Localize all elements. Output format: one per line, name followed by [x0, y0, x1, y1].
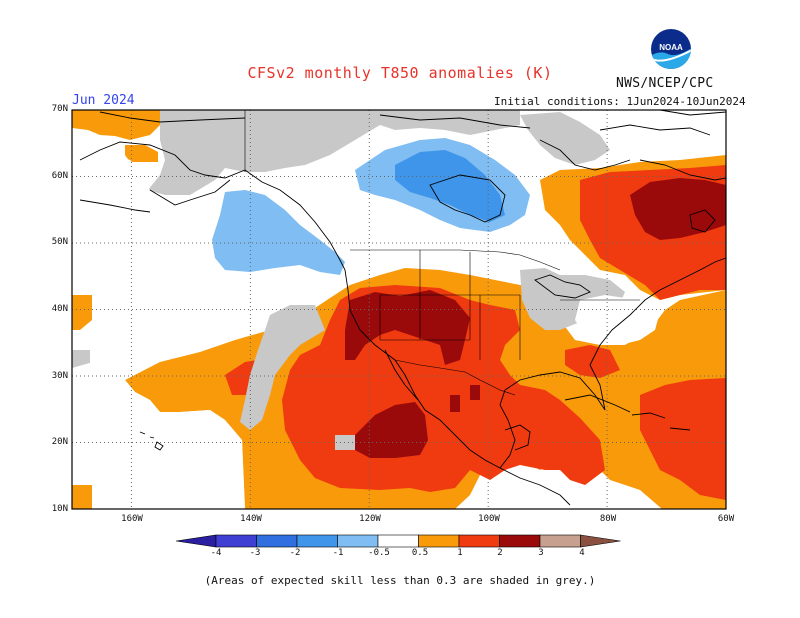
lon-label-160w: 160W	[121, 514, 143, 524]
anomaly-neg1-neg2	[395, 150, 505, 222]
map-frame	[71, 109, 727, 510]
colorbar-label: 2	[497, 548, 503, 558]
colorbar-label: 1	[457, 548, 463, 558]
lon-label-140w: 140W	[240, 514, 262, 524]
lon-label-100w: 100W	[478, 514, 500, 524]
coastlines	[79, 109, 727, 506]
lat-label-40n: 40N	[51, 304, 68, 314]
footnote: (Areas of expected skill less than 0.3 a…	[204, 574, 596, 587]
colorbar-label: 0.5	[411, 548, 429, 558]
lon-label-60w: 60W	[717, 514, 735, 524]
graticule	[72, 110, 726, 509]
colorbar-label: -1	[332, 548, 344, 558]
colorbar-label: -4	[210, 548, 222, 558]
lon-label-80w: 80W	[599, 514, 617, 524]
colorbar-label: -0.5	[368, 548, 390, 558]
map-title: CFSv2 monthly T850 anomalies (K)	[247, 64, 553, 82]
forecast-month: Jun 2024	[72, 93, 135, 108]
colorbar-label: -2	[289, 548, 301, 558]
colorbar-label: 3	[538, 548, 544, 558]
lat-label-60n: 60N	[51, 171, 68, 181]
colorbar-label: -3	[249, 548, 261, 558]
near-zero-white	[72, 150, 660, 509]
lon-label-120w: 120W	[359, 514, 381, 524]
agency-label: NWS/NCEP/CPC	[616, 76, 714, 91]
lat-label-70n: 70N	[51, 104, 68, 114]
low-skill-grey	[72, 110, 625, 450]
anomaly-2-3	[345, 178, 726, 458]
lat-label-50n: 50N	[51, 237, 68, 247]
lat-label-30n: 30N	[51, 371, 68, 381]
lat-label-20n: 20N	[51, 437, 68, 447]
borders	[244, 110, 640, 396]
colorbar-label: 4	[579, 548, 585, 558]
anomaly-fields	[72, 110, 726, 509]
lat-label-10n: 10N	[51, 504, 68, 514]
initial-conditions: Initial conditions: 1Jun2024-10Jun2024	[494, 95, 746, 108]
